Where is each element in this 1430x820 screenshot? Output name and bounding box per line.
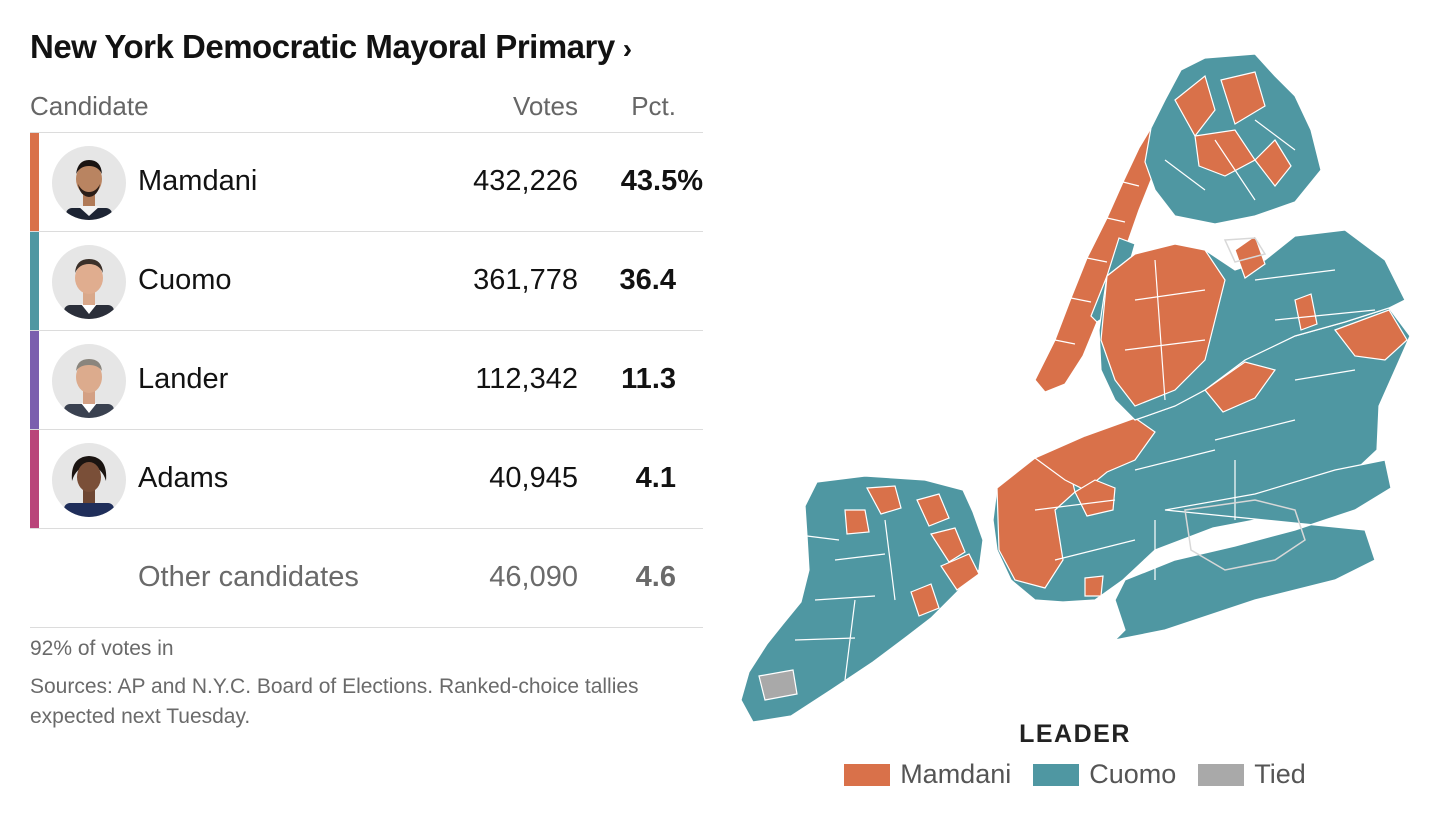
staten-island xyxy=(740,475,984,723)
table-header: Candidate Votes Pct. xyxy=(30,82,703,133)
candidate-pct: 11.3 xyxy=(621,363,676,395)
avatar-mamdani xyxy=(52,146,126,220)
islands xyxy=(1184,237,1306,571)
other-candidates-votes: 46,090 xyxy=(489,561,578,593)
queens-north xyxy=(1098,229,1406,421)
avatar-adams xyxy=(52,443,126,517)
map-legend: LEADER Mamdani Cuomo Tied xyxy=(830,720,1320,790)
candidate-pct: 4.1 xyxy=(635,462,676,494)
legend-swatch xyxy=(1198,763,1245,786)
brooklyn-queens xyxy=(992,307,1411,641)
candidate-pct: 36.4 xyxy=(619,264,676,296)
candidate-color-bar xyxy=(30,133,39,231)
legend-title: LEADER xyxy=(1019,720,1131,748)
candidate-votes: 432,226 xyxy=(473,165,578,197)
header-candidate: Candidate xyxy=(30,91,149,121)
candidate-row-mamdani: Mamdani 432,226 43.5% xyxy=(30,133,703,232)
candidate-color-bar xyxy=(30,430,39,528)
candidate-color-bar xyxy=(30,232,39,330)
candidate-name: Lander xyxy=(138,363,229,395)
candidate-row-lander: Lander 112,342 11.3 xyxy=(30,331,703,430)
candidate-row-adams: Adams 40,945 4.1 xyxy=(30,430,703,529)
candidate-pct: 43.5% xyxy=(620,165,703,197)
bronx xyxy=(1144,53,1322,225)
legend-items: Mamdani Cuomo Tied xyxy=(830,759,1320,790)
sources-note: Sources: AP and N.Y.C. Board of Election… xyxy=(30,675,639,728)
other-candidates-pct: 4.6 xyxy=(635,561,676,593)
candidate-name: Cuomo xyxy=(138,264,232,296)
avatar-cuomo xyxy=(52,245,126,319)
candidate-name: Mamdani xyxy=(138,165,258,197)
legend-item-tied: Tied xyxy=(1198,759,1306,790)
page-title: New York Democratic Mayoral Primary xyxy=(30,28,615,65)
results-table: Candidate Votes Pct. Mamdani 432,226 43.… xyxy=(30,82,703,628)
results-title-link[interactable]: New York Democratic Mayoral Primary › xyxy=(30,28,632,66)
candidate-votes: 361,778 xyxy=(473,264,578,296)
legend-label: Cuomo xyxy=(1089,759,1177,789)
other-candidates-label: Other candidates xyxy=(138,561,359,593)
legend-swatch xyxy=(844,763,891,786)
legend-item-mamdani: Mamdani xyxy=(844,759,1011,790)
nyc-results-map xyxy=(740,53,1411,723)
candidate-row-cuomo: Cuomo 361,778 36.4 xyxy=(30,232,703,331)
candidate-votes: 40,945 xyxy=(489,462,578,494)
reporting-status: 92% of votes in xyxy=(30,637,174,660)
chevron-right-icon: › xyxy=(622,33,632,64)
legend-item-cuomo: Cuomo xyxy=(1033,759,1176,790)
other-candidates-row: Other candidates 46,090 4.6 xyxy=(30,529,703,628)
legend-label: Tied xyxy=(1254,759,1306,789)
candidate-name: Adams xyxy=(138,462,229,494)
legend-label: Mamdani xyxy=(900,759,1012,789)
candidate-color-bar xyxy=(30,331,39,429)
candidate-votes: 112,342 xyxy=(475,363,578,395)
avatar-lander xyxy=(52,344,126,418)
legend-swatch xyxy=(1033,763,1080,786)
header-pct: Pct. xyxy=(631,91,676,121)
footnote: 92% of votes in Sources: AP and N.Y.C. B… xyxy=(30,634,690,732)
header-votes: Votes xyxy=(512,91,578,121)
